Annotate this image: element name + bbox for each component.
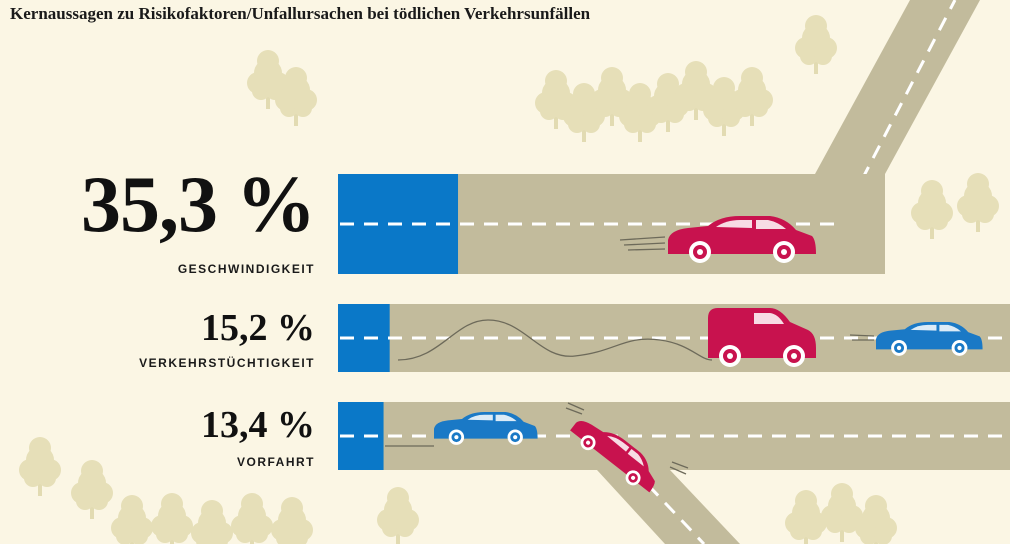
skid-line [397, 319, 713, 361]
lane-marking [630, 466, 706, 544]
tree-icon [271, 497, 313, 544]
tree-icon [795, 15, 837, 74]
tree-icon [957, 173, 999, 232]
lane-marking [838, 0, 957, 223]
tree-icon [911, 180, 953, 239]
speed-lines [565, 236, 875, 475]
tree-icon [785, 490, 827, 544]
decorations [385, 216, 983, 498]
roads [597, 0, 980, 544]
tree-icon [111, 495, 153, 544]
value-label-right-of-way: 13,4 % [201, 404, 315, 446]
tree-icon [231, 493, 273, 544]
category-label-speed: GESCHWINDIGKEIT [177, 262, 315, 276]
category-label-right-of-way: VORFAHRT [237, 455, 315, 469]
tree-icon [855, 495, 897, 544]
tree-icon [151, 493, 193, 544]
tree-icon [19, 437, 61, 496]
value-label-fitness: 15,2 % [201, 307, 315, 349]
tree-icon [71, 460, 113, 519]
tree-icon [377, 487, 419, 544]
value-label-speed: 35,3 % [81, 161, 316, 249]
chart-title: Kernaussagen zu Risikofaktoren/Unfallurs… [10, 4, 591, 23]
road-branch-up [815, 0, 980, 174]
tree-icon [191, 500, 233, 544]
category-label-fitness: VERKEHRSTÜCHTIGKEIT [139, 356, 315, 370]
